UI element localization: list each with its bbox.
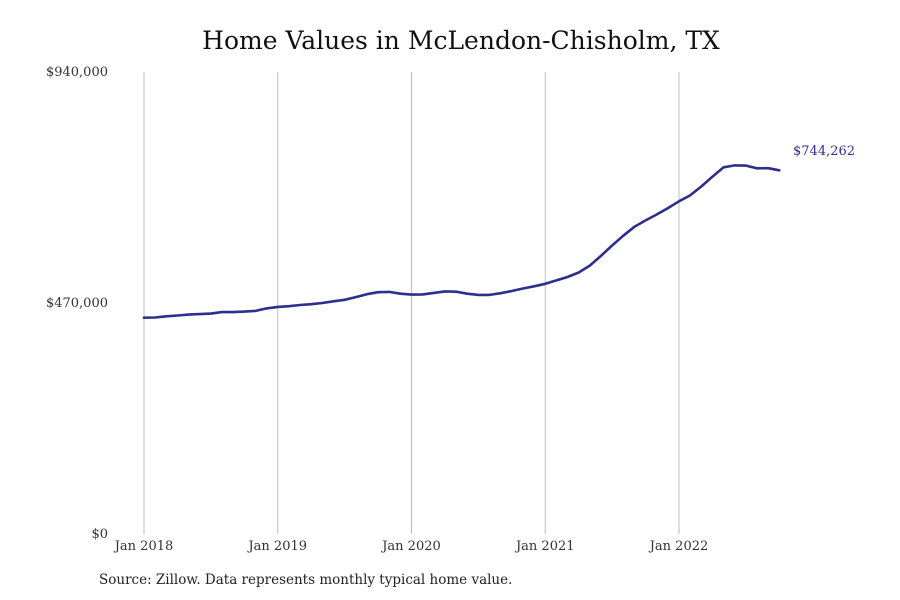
x-tick-label: Jan 2019: [246, 539, 307, 554]
x-tick-label: Jan 2020: [380, 539, 441, 554]
x-axis-ticks: Jan 2018 Jan 2019 Jan 2020 Jan 2021 Jan 2022: [113, 539, 709, 554]
y-tick-label: $0: [91, 527, 108, 542]
y-axis-ticks: $0 $470,000 $940,000: [46, 65, 108, 542]
x-tick-label: Jan 2021: [514, 539, 575, 554]
y-tick-label: $940,000: [46, 65, 108, 80]
gridlines: [143, 72, 680, 534]
series-line: [142, 164, 781, 319]
chart-title: Home Values in McLendon-Chisholm, TX: [202, 26, 720, 55]
y-tick-label: $470,000: [46, 296, 108, 311]
end-value-label: $744,262: [793, 144, 855, 159]
x-tick-label: Jan 2018: [113, 539, 174, 554]
source-note: Source: Zillow. Data represents monthly …: [99, 572, 513, 588]
x-tick-label: Jan 2022: [648, 539, 709, 554]
